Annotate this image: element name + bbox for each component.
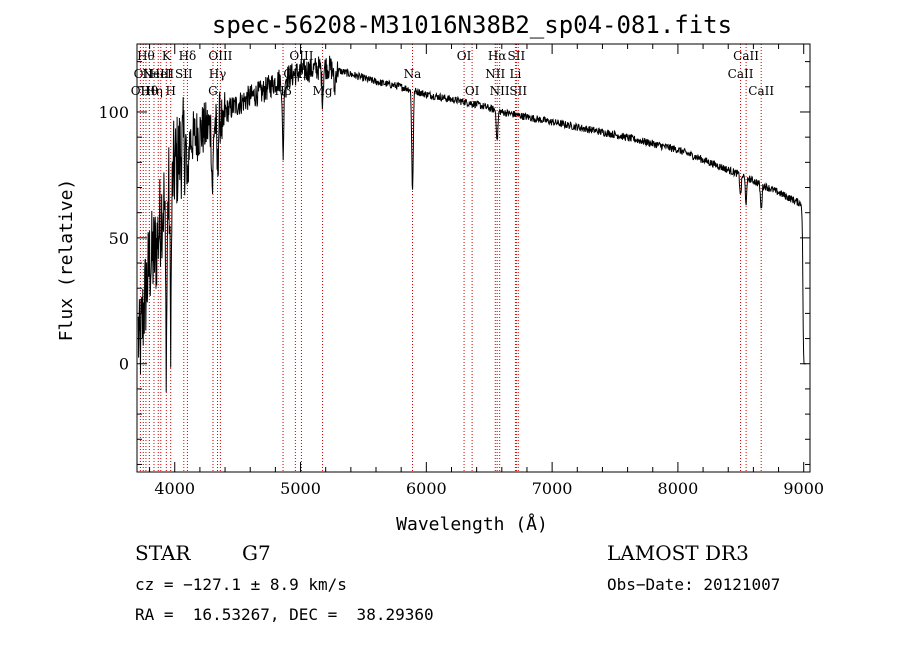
survey-name: LAMOST DR3 <box>607 541 749 565</box>
chart-title: spec-56208-M31016N38B2_sp04-081.fits <box>212 11 732 39</box>
x-tick-label: 4000 <box>154 479 195 498</box>
reference-line-label: K <box>162 49 172 63</box>
reference-line-label: NeIII <box>142 67 174 81</box>
y-axis-label: Flux (relative) <box>56 179 77 342</box>
x-tick-label: 5000 <box>280 479 321 498</box>
reference-line-label: Hδ <box>179 49 197 63</box>
object-subclass: G7 <box>242 541 271 565</box>
reference-line-label: SII <box>509 84 527 98</box>
reference-line-label: CaII <box>733 49 759 63</box>
x-axis-ticks: 4000 5000 6000 7000 8000 9000 <box>149 44 824 498</box>
reference-line-label: Hθ <box>137 49 155 63</box>
reference-line-label: NII <box>490 84 510 98</box>
reference-line-label: OII <box>131 84 151 98</box>
y-tick-label: 50 <box>109 229 129 248</box>
reference-line-label: Mg <box>313 84 333 98</box>
reference-line-label: SII <box>508 49 526 63</box>
x-axis-label: Wavelength (Å) <box>396 513 548 535</box>
reference-line-label: CaII <box>748 84 774 98</box>
x-tick-label: 8000 <box>658 479 699 498</box>
reference-line-label: H <box>165 84 175 98</box>
x-tick-label: 9000 <box>783 479 824 498</box>
redshift-readout: cz = −127.1 ± 8.9 km/s <box>135 575 347 594</box>
reference-line-label: OI <box>457 49 472 63</box>
reference-line-label: Hγ <box>209 67 227 81</box>
reference-line-labels: OIIOIIHθHθHηNeIIIHeIKHSIIHδGHγOIIIHβOIII… <box>131 49 775 98</box>
x-tick-label: 7000 <box>532 479 573 498</box>
reference-line-label: NII <box>485 67 505 81</box>
reference-line-label: G <box>208 84 218 98</box>
x-tick-label: 6000 <box>406 479 447 498</box>
spectrum-series-line <box>137 55 807 393</box>
reference-line-label: Li <box>509 67 521 81</box>
coordinates-readout: RA = 16.53267, DEC = 38.29360 <box>135 605 434 624</box>
observation-date: Obs−Date: 20121007 <box>607 575 780 594</box>
reference-line-label: HeI <box>150 67 173 81</box>
y-axis-ticks: 0 50 100 <box>98 61 810 465</box>
plot-frame <box>136 43 811 473</box>
y-tick-label: 100 <box>98 103 129 122</box>
reference-line-label: OI <box>465 84 480 98</box>
reference-line-label: Hη <box>145 84 163 98</box>
reference-line-label: OIII <box>289 49 313 63</box>
reference-line-label: Na <box>404 67 422 81</box>
y-tick-label: 0 <box>119 355 129 374</box>
reference-line-label: OII <box>134 67 154 81</box>
object-class: STAR <box>135 541 191 565</box>
reference-line-label: OIII <box>208 49 232 63</box>
reference-line-label: CaII <box>728 67 754 81</box>
reference-line-label: Hα <box>488 49 507 63</box>
reference-line-label: Hθ <box>140 84 158 98</box>
reference-line-label: SII <box>175 67 193 81</box>
